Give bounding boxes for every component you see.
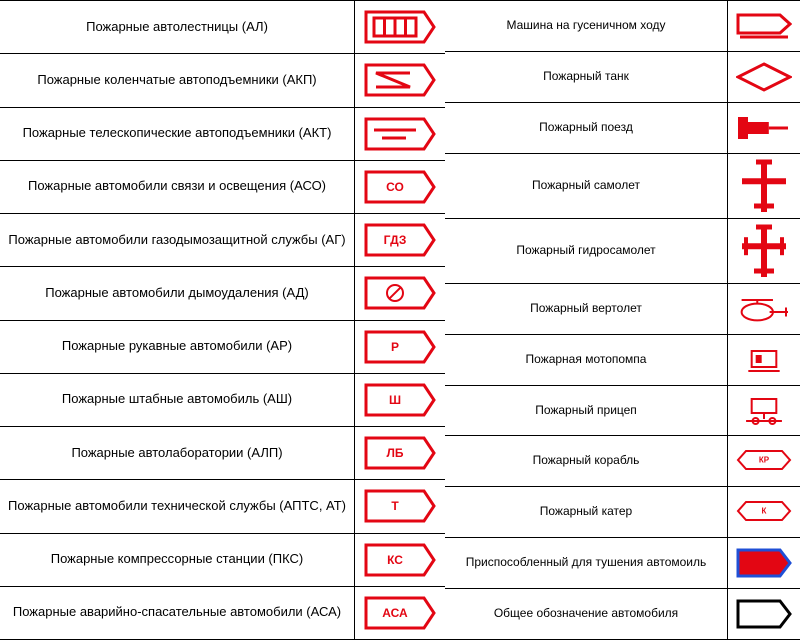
symbol-icon [355,54,445,106]
symbol-label: Пожарный вертолет [445,284,728,334]
symbol-icon [728,589,800,639]
symbol-icon [355,108,445,160]
symbol-label: Пожарный поезд [445,103,728,153]
svg-text:ГДЗ: ГДЗ [384,233,407,247]
symbol-icon [728,284,800,334]
svg-text:АСА: АСА [382,606,408,620]
table-row: Пожарные штабные автомобиль (АШ) Ш [0,374,445,427]
table-row: Пожарные аварийно-спасательные автомобил… [0,587,445,640]
symbol-label: Пожарная мотопомпа [445,335,728,385]
table-row: Пожарный прицеп [445,386,800,437]
symbol-icon: ГДЗ [355,214,445,266]
symbol-icon: ЛБ [355,427,445,479]
table-row: Пожарные автолестницы (АЛ) [0,0,445,54]
symbol-label: Пожарные рукавные автомобили (АР) [0,321,355,373]
symbol-label: Пожарные автомобили связи и освещения (А… [0,161,355,213]
symbol-label: Пожарный гидросамолет [445,219,728,283]
symbol-icon: Т [355,480,445,532]
svg-text:ЛБ: ЛБ [386,446,403,460]
symbol-icon [728,335,800,385]
table-row: Пожарная мотопомпа [445,335,800,386]
table-row: Машина на гусеничном ходу [445,0,800,52]
symbol-icon [728,219,800,283]
table-row: Пожарный катер К [445,487,800,538]
symbol-label: Пожарные коленчатые автоподъемники (АКП) [0,54,355,106]
table-row: Пожарные автомобили дымоудаления (АД) [0,267,445,320]
symbol-icon: Р [355,321,445,373]
table-row: Пожарные компрессорные станции (ПКС) КС [0,534,445,587]
symbol-label: Пожарные автомобили газодымозащитной слу… [0,214,355,266]
symbol-icon [728,154,800,218]
symbol-label: Пожарные аварийно-спасательные автомобил… [0,587,355,639]
symbol-icon: КС [355,534,445,586]
symbol-label: Пожарный танк [445,52,728,102]
symbol-icon: КР [728,436,800,486]
symbol-label: Машина на гусеничном ходу [445,1,728,51]
symbol-icon: СО [355,161,445,213]
symbol-label: Пожарный корабль [445,436,728,486]
symbol-label: Общее обозначение автомобиля [445,589,728,639]
symbol-icon: К [728,487,800,537]
table-row: Пожарные автолаборатории (АЛП) ЛБ [0,427,445,480]
symbol-label: Пожарные телескопические автоподъемники … [0,108,355,160]
symbol-label: Приспособленный для тушения автомоиль [445,538,728,588]
symbol-icon [728,538,800,588]
svg-text:Р: Р [391,340,399,354]
symbol-icon: Ш [355,374,445,426]
table-row: Приспособленный для тушения автомоиль [445,538,800,589]
svg-text:Ш: Ш [389,393,401,407]
symbol-icon [728,386,800,436]
svg-text:КР: КР [759,456,770,465]
table-row: Пожарный танк [445,52,800,103]
left-column: Пожарные автолестницы (АЛ)Пожарные колен… [0,0,445,640]
symbol-label: Пожарные автолестницы (АЛ) [0,1,355,53]
symbol-label: Пожарные штабные автомобиль (АШ) [0,374,355,426]
table-row: Пожарные телескопические автоподъемники … [0,108,445,161]
symbol-label: Пожарный прицеп [445,386,728,436]
table-row: Пожарный корабль КР [445,436,800,487]
svg-text:К: К [762,507,767,516]
symbol-label: Пожарные компрессорные станции (ПКС) [0,534,355,586]
legend-table: Пожарные автолестницы (АЛ)Пожарные колен… [0,0,800,640]
svg-text:СО: СО [386,180,404,194]
symbol-icon [728,52,800,102]
symbol-label: Пожарные автомобили дымоудаления (АД) [0,267,355,319]
table-row: Пожарный самолет [445,154,800,219]
table-row: Пожарные автомобили связи и освещения (А… [0,161,445,214]
table-row: Пожарный вертолет [445,284,800,335]
symbol-icon [355,267,445,319]
symbol-label: Пожарные автолаборатории (АЛП) [0,427,355,479]
table-row: Общее обозначение автомобиля [445,589,800,640]
svg-text:КС: КС [387,553,403,567]
table-row: Пожарные автомобили технической службы (… [0,480,445,533]
symbol-label: Пожарный самолет [445,154,728,218]
svg-text:Т: Т [391,499,399,513]
table-row: Пожарные автомобили газодымозащитной слу… [0,214,445,267]
table-row: Пожарный поезд [445,103,800,154]
symbol-icon [728,1,800,51]
table-row: Пожарный гидросамолет [445,219,800,284]
symbol-icon [355,1,445,53]
table-row: Пожарные рукавные автомобили (АР) Р [0,321,445,374]
symbol-icon [728,103,800,153]
right-column: Машина на гусеничном ходуПожарный танкПо… [445,0,800,640]
symbol-label: Пожарные автомобили технической службы (… [0,480,355,532]
symbol-icon: АСА [355,587,445,639]
table-row: Пожарные коленчатые автоподъемники (АКП) [0,54,445,107]
symbol-label: Пожарный катер [445,487,728,537]
